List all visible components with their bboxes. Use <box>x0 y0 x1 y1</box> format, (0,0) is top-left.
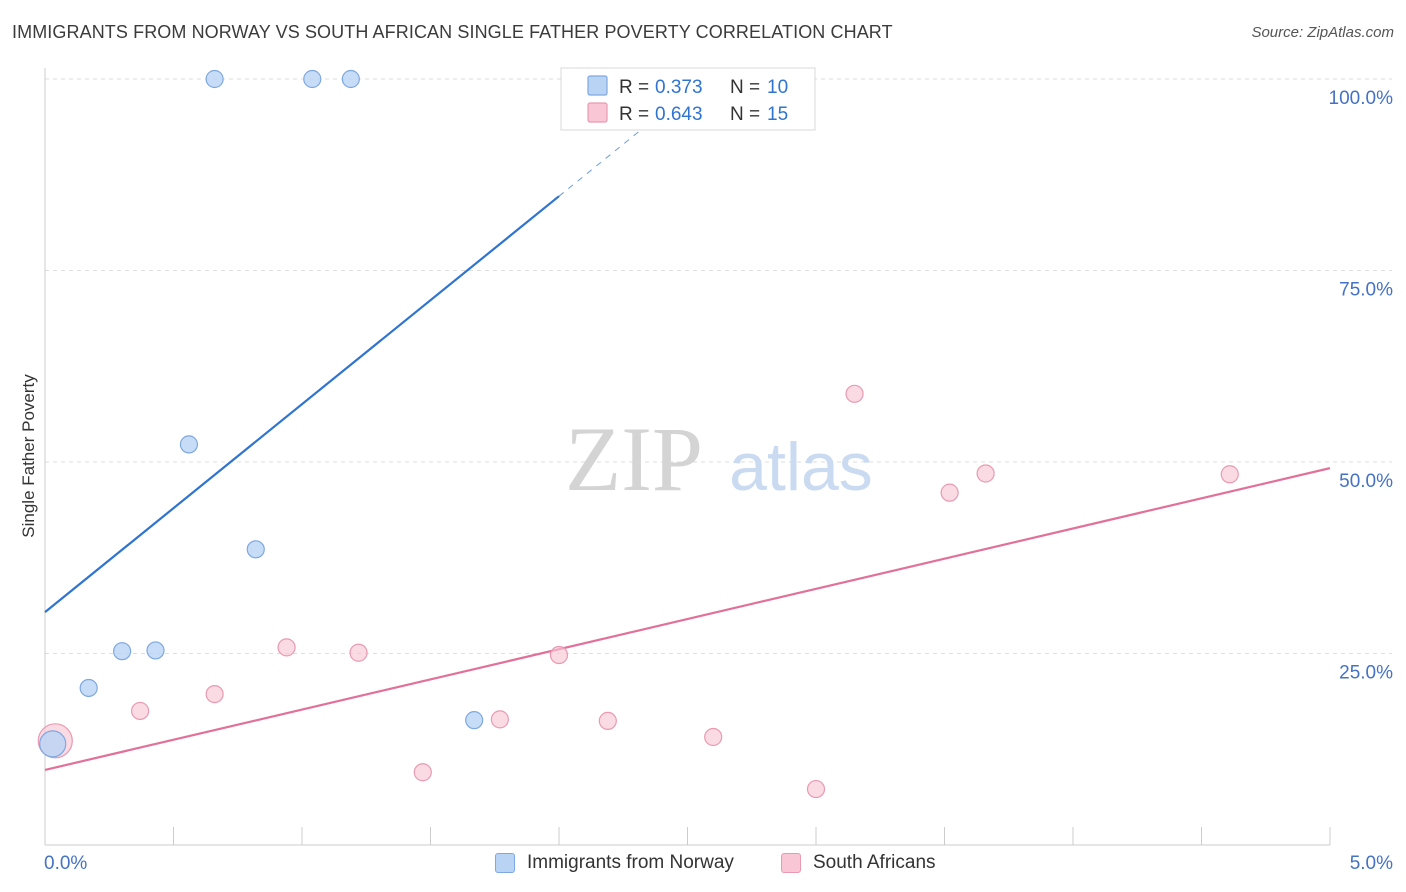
data-point-south-africans <box>413 763 432 782</box>
legend-n-label: N = <box>730 77 760 98</box>
legend-swatch-pink <box>587 102 608 123</box>
watermark-atlas: atlas <box>729 429 873 505</box>
watermark: ZIP atlas <box>565 408 873 510</box>
y-tick-label: 75.0% <box>1339 280 1393 301</box>
data-point-south-africans <box>349 643 368 662</box>
data-point-south-africans <box>845 384 864 403</box>
legend-label-norway: Immigrants from Norway <box>527 852 734 873</box>
y-axis-label: Single Father Poverty <box>19 374 38 538</box>
data-point-norway <box>39 730 67 758</box>
data-point-south-africans <box>490 710 509 729</box>
legend-item-south-africans: South Africans <box>781 852 936 874</box>
data-point-south-africans <box>598 711 617 731</box>
y-tick-label: 25.0% <box>1339 663 1393 684</box>
gridlines <box>45 78 1392 654</box>
data-point-south-africans <box>940 483 959 502</box>
legend-r-label: R = <box>619 77 649 98</box>
data-point-norway <box>465 711 484 730</box>
legend-swatch-pink <box>781 853 801 873</box>
legend-swatch-blue <box>495 853 515 873</box>
data-point-norway <box>179 435 199 454</box>
data-point-south-africans <box>976 464 995 483</box>
data-point-south-africans <box>806 779 826 799</box>
x-tick-label: 0.0% <box>44 853 87 874</box>
chart-title: IMMIGRANTS FROM NORWAY VS SOUTH AFRICAN … <box>12 22 893 42</box>
legend-n-value: 15 <box>767 104 788 125</box>
trend-line-norway-extension <box>558 123 650 197</box>
source-label: Source: ZipAtlas.com <box>1251 24 1394 41</box>
data-point-norway <box>205 69 224 89</box>
data-points <box>37 69 1239 799</box>
data-point-south-africans <box>130 701 150 721</box>
data-point-south-africans <box>704 727 723 747</box>
data-point-norway <box>146 641 165 660</box>
trend-line-norway <box>44 195 560 613</box>
watermark-zip: ZIP <box>565 408 703 510</box>
legend-item-norway: Immigrants from Norway <box>495 852 734 874</box>
data-point-norway <box>246 540 265 559</box>
legend-label-south-africans: South Africans <box>813 852 936 873</box>
legend-r-label: R = <box>619 104 649 125</box>
legend-swatch-blue <box>587 75 608 96</box>
data-point-south-africans <box>1220 465 1239 484</box>
data-point-south-africans <box>205 684 224 704</box>
data-point-south-africans <box>277 638 296 657</box>
data-point-norway <box>341 69 360 89</box>
correlation-legend: R = 0.373 N = 10 R = 0.643 N = 15 <box>560 67 816 131</box>
y-tick-label: 100.0% <box>1329 88 1394 109</box>
tick-labels: 25.0% 50.0% 75.0% 100.0% 0.0% 5.0% <box>44 88 1393 874</box>
axes <box>44 68 1331 846</box>
data-point-norway <box>79 678 98 698</box>
trend-lines <box>44 123 1331 772</box>
legend-n-label: N = <box>730 104 760 125</box>
legend-n-value: 10 <box>767 77 788 98</box>
legend-r-value: 0.643 <box>655 104 703 125</box>
y-tick-label: 50.0% <box>1339 471 1393 492</box>
legend-r-value: 0.373 <box>655 77 703 98</box>
data-point-south-africans <box>549 645 569 665</box>
trend-line-south-africans <box>44 467 1331 772</box>
x-tick-label: 5.0% <box>1350 853 1393 874</box>
data-point-norway <box>112 642 132 661</box>
data-point-norway <box>303 69 322 89</box>
